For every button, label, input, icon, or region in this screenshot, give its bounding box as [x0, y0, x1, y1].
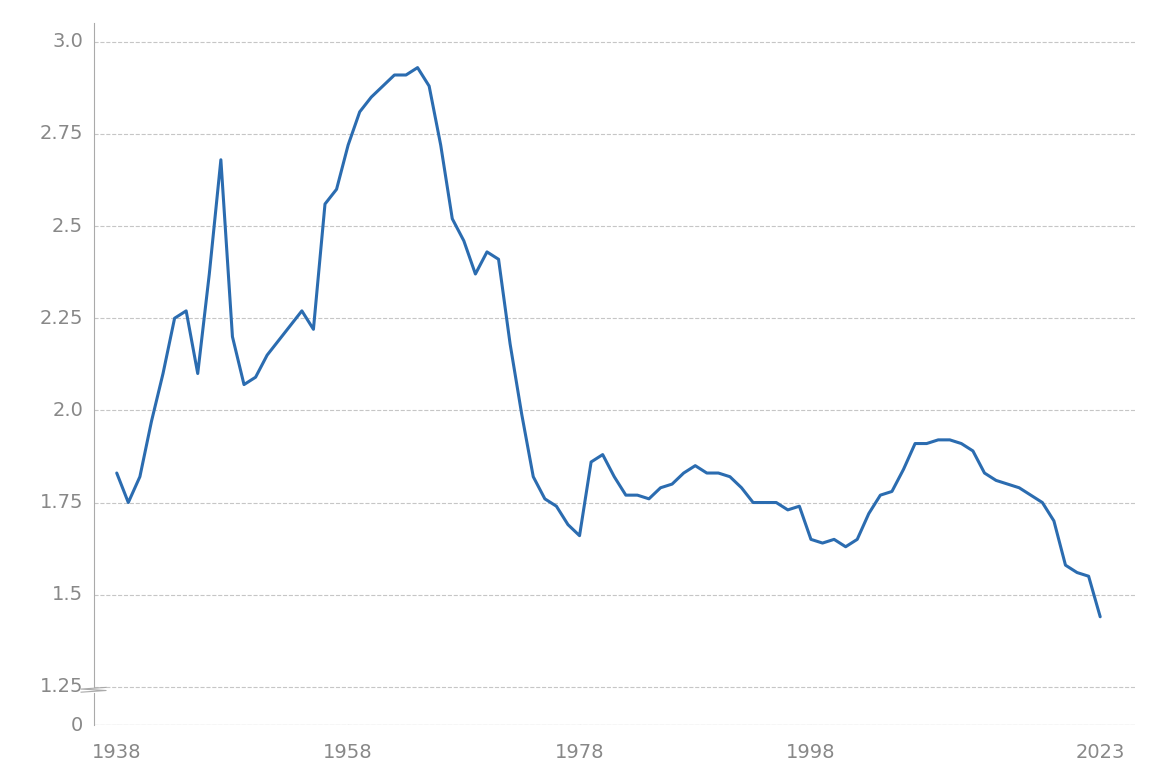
Text: 0: 0 [71, 716, 83, 735]
Text: 2023: 2023 [1075, 743, 1124, 762]
Text: 2.25: 2.25 [40, 309, 83, 328]
Text: 1.75: 1.75 [40, 493, 83, 512]
Text: 2.5: 2.5 [51, 217, 83, 236]
Text: 1958: 1958 [323, 743, 373, 762]
Text: 2.75: 2.75 [40, 125, 83, 144]
Text: 1998: 1998 [786, 743, 835, 762]
Text: 1.25: 1.25 [40, 677, 83, 697]
Text: 1938: 1938 [92, 743, 142, 762]
Text: 1.5: 1.5 [51, 585, 83, 604]
Text: 2.0: 2.0 [53, 401, 83, 420]
Text: 3.0: 3.0 [53, 32, 83, 51]
Text: 1978: 1978 [555, 743, 604, 762]
